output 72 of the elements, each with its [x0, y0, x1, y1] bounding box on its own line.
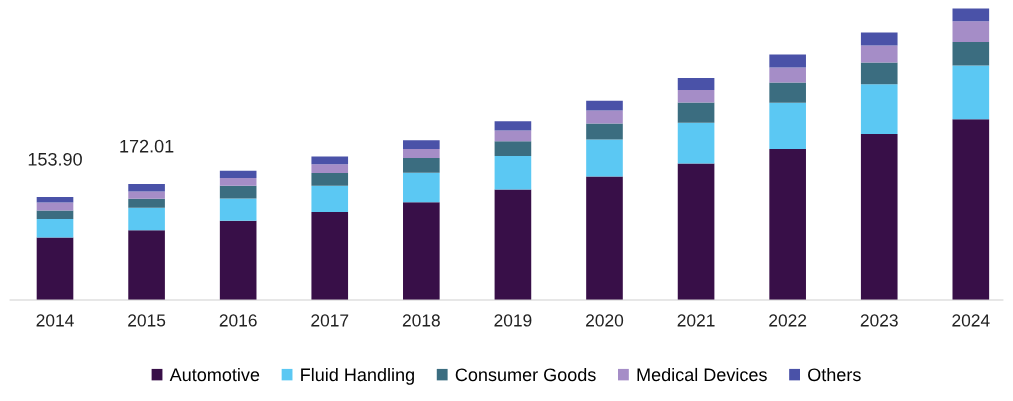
bar [36, 218, 74, 238]
bar [769, 148, 806, 300]
bar [403, 157, 440, 173]
bar [952, 8, 990, 22]
bar [494, 130, 532, 142]
bar [128, 183, 165, 192]
legend-label: Automotive [169, 367, 260, 382]
bar [494, 141, 532, 156]
bar [860, 62, 898, 85]
bar [36, 197, 74, 203]
x-tick-label: 2015 [128, 314, 166, 327]
x-tick-label: 2024 [952, 314, 990, 327]
bar [128, 191, 165, 199]
annotation: 172.01 [120, 139, 174, 153]
bar [677, 102, 715, 123]
bar [219, 220, 257, 300]
bar [311, 211, 349, 300]
bar [311, 156, 349, 165]
bar [769, 54, 806, 68]
bar [219, 198, 257, 221]
bar [677, 122, 715, 164]
bar [860, 32, 898, 46]
bar [952, 41, 990, 66]
bar [952, 65, 990, 120]
legend-label: Fluid Handling [301, 367, 414, 385]
bar [219, 170, 257, 179]
bar [769, 102, 806, 149]
bar [860, 84, 898, 135]
bar [219, 185, 257, 199]
bar [403, 140, 440, 149]
bar [952, 119, 990, 300]
bar [219, 178, 257, 186]
bar [586, 123, 623, 140]
bar [403, 172, 440, 203]
x-tick-label: 2023 [860, 314, 898, 327]
bar [128, 207, 165, 231]
bar [494, 189, 532, 300]
bar [677, 78, 715, 91]
bar [586, 139, 623, 177]
legend-label: Medical Devices [637, 367, 767, 382]
x-tick-label: 2016 [219, 314, 257, 327]
bar [36, 210, 74, 219]
bar [36, 237, 74, 300]
bar [128, 230, 165, 300]
bar [494, 155, 532, 190]
bar [586, 110, 623, 124]
bar [403, 148, 440, 158]
legend-label: Others [808, 367, 861, 382]
bar [769, 67, 806, 83]
x-tick-label: 2020 [586, 314, 624, 327]
bar [860, 134, 898, 300]
bar [494, 121, 532, 131]
x-tick-label: 2022 [769, 314, 807, 327]
bar [311, 185, 349, 212]
bar [677, 163, 715, 300]
bar [952, 21, 990, 42]
x-tick-label: 2014 [36, 314, 74, 327]
bar [311, 164, 349, 174]
bar [586, 100, 623, 111]
x-tick-label: 2019 [494, 314, 532, 327]
bar [403, 202, 440, 300]
bar [311, 173, 349, 186]
bar [586, 176, 623, 300]
annotation: 153.90 [28, 152, 82, 166]
x-tick-label: 2017 [311, 314, 349, 327]
bar [128, 198, 165, 208]
bar [769, 82, 806, 103]
bar [860, 45, 898, 63]
x-tick-label: 2018 [402, 314, 440, 327]
bar [677, 90, 715, 103]
legend-label: Consumer Goods [455, 367, 596, 382]
x-tick-label: 2021 [677, 314, 715, 327]
